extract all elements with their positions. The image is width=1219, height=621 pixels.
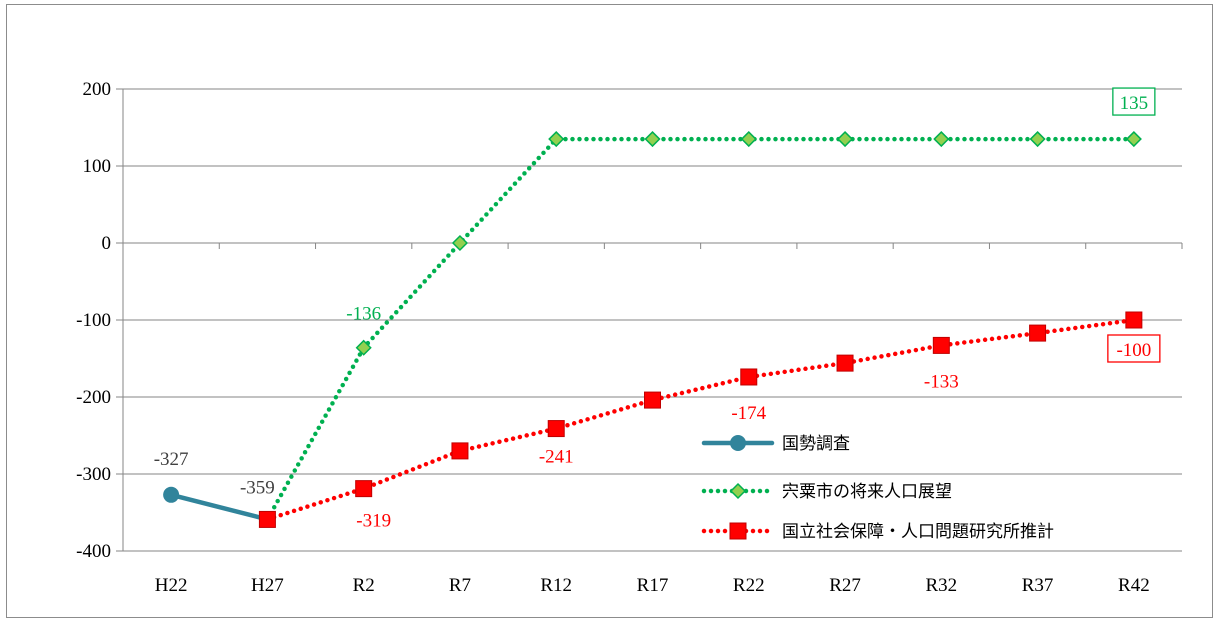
x-tick-label: R22 <box>733 575 765 596</box>
data-point <box>355 480 373 498</box>
data-point <box>836 130 854 148</box>
axes: 200 100 0 -100 -200 -300 -400 H22 H27 R2 R7 R12 R17 R… <box>76 79 1183 596</box>
data-point <box>451 234 469 252</box>
data-point <box>1029 130 1046 148</box>
data-point <box>740 368 758 386</box>
data-point <box>644 391 661 409</box>
data-label: -136 <box>346 304 381 325</box>
data-point <box>1125 130 1142 148</box>
legend-label: 宍粟市の将来人口展望 <box>782 482 952 502</box>
series-ipss-estimate <box>258 311 1143 528</box>
data-point <box>932 336 950 354</box>
series-layer <box>163 130 1143 528</box>
y-tick-label: 100 <box>83 156 112 177</box>
data-point <box>740 130 757 148</box>
legend-marker <box>729 522 747 540</box>
x-tick-label: R17 <box>637 575 669 596</box>
legend-label: 国勢調査 <box>782 434 850 454</box>
data-point <box>547 420 565 438</box>
y-tick-label: -400 <box>76 541 111 562</box>
data-label: -241 <box>539 447 574 468</box>
data-point <box>1125 311 1143 329</box>
y-tick-label: -300 <box>76 464 111 485</box>
series-line <box>168 492 270 522</box>
x-tick-label: R32 <box>925 575 957 596</box>
data-labels: -327 -359 -136 135 -319 -241 -174 -133 -100 <box>154 87 1161 532</box>
data-point <box>933 130 950 148</box>
legend-marker <box>729 482 747 500</box>
data-label: -174 <box>731 403 766 424</box>
y-tick-label: -100 <box>76 310 111 331</box>
data-label: -133 <box>924 371 959 392</box>
x-tick-label: R7 <box>449 575 471 596</box>
series-line <box>265 317 1137 522</box>
data-label: -319 <box>356 511 391 532</box>
data-point <box>836 354 854 372</box>
data-point <box>451 442 469 460</box>
data-label: -100 <box>1116 340 1151 361</box>
data-label-box <box>1112 87 1156 116</box>
x-tick-label: R27 <box>829 575 861 596</box>
data-point <box>1029 324 1047 342</box>
legend-marker <box>730 435 746 451</box>
legend-entry: 国勢調査 <box>701 434 850 454</box>
x-tick-label: R2 <box>353 575 375 596</box>
x-tick-label: H27 <box>251 575 284 596</box>
chart-area <box>6 4 1213 618</box>
data-point <box>163 486 180 503</box>
y-tick-label: 0 <box>102 233 112 254</box>
legend-entry: 宍粟市の将来人口展望 <box>701 482 952 502</box>
x-tick-label: H22 <box>155 575 188 596</box>
data-point <box>355 339 372 356</box>
data-label: -359 <box>240 477 275 498</box>
y-tick-label: -200 <box>76 387 111 408</box>
data-point <box>644 130 661 148</box>
series-shiso-projection <box>265 130 1142 522</box>
legend-label: 国立社会保障・人口問題研究所推計 <box>782 522 1054 542</box>
legend-entry: 国立社会保障・人口問題研究所推計 <box>701 522 1054 542</box>
data-point <box>548 130 565 148</box>
x-tick-label: R12 <box>540 575 572 596</box>
y-tick-label: 200 <box>83 79 112 100</box>
data-label: 135 <box>1120 93 1149 114</box>
x-tick-label: R42 <box>1118 575 1150 596</box>
series-line <box>265 136 1137 522</box>
x-tick-label: R37 <box>1022 575 1054 596</box>
data-point <box>258 510 276 528</box>
data-label-box <box>1107 334 1161 363</box>
data-label: -327 <box>154 449 189 470</box>
